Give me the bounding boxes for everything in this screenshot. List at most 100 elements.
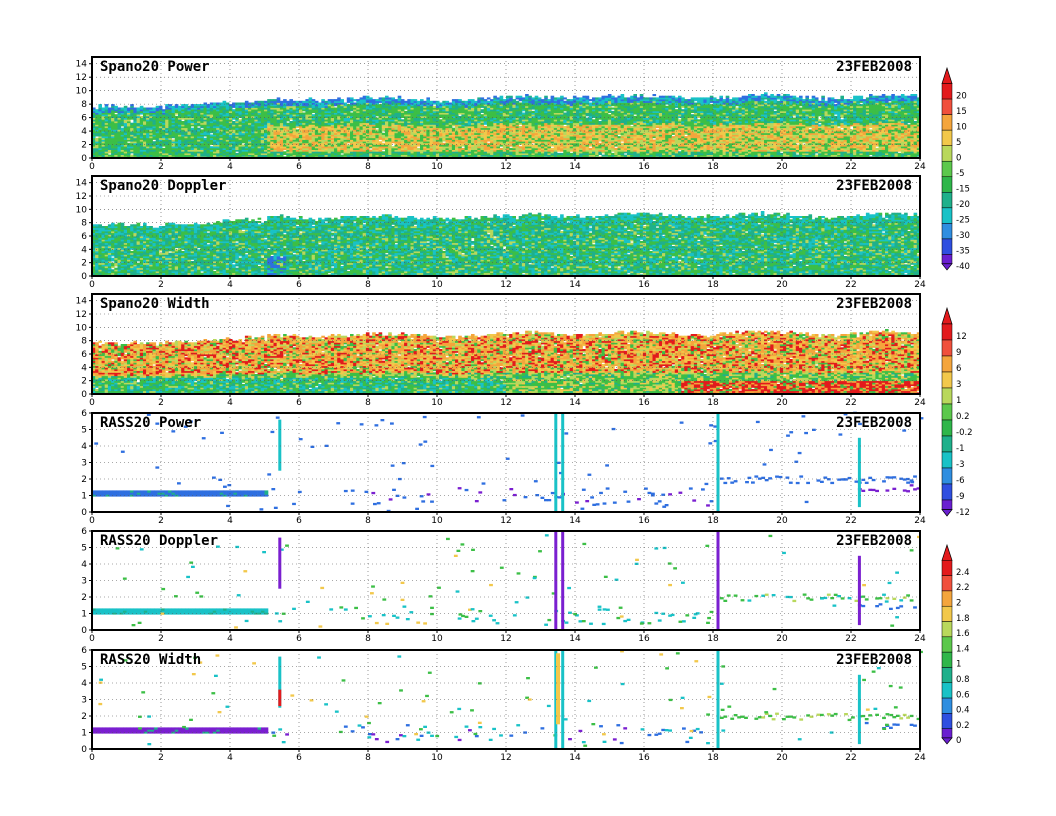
x-tick-label: 16 — [638, 516, 650, 526]
panel-date: 23FEB2008 — [836, 178, 912, 194]
panel-date: 23FEB2008 — [836, 533, 912, 549]
colorbar-segment — [942, 404, 952, 420]
y-tick-label: 14 — [76, 297, 88, 307]
colorbar-label: -0.2 — [956, 428, 973, 438]
colorbar-label: 12 — [956, 332, 967, 342]
colorbar-segment — [942, 223, 952, 239]
x-tick-label: 24 — [914, 398, 926, 408]
x-tick-label: 2 — [158, 753, 164, 763]
colorbar-segment — [942, 192, 952, 208]
y-tick-label: 4 — [81, 363, 87, 373]
x-tick-label: 18 — [707, 753, 719, 763]
colorbar-segment — [942, 99, 952, 115]
colorbar-top-arrow — [942, 68, 952, 84]
x-tick-label: 6 — [296, 398, 302, 408]
colorbar-segment — [942, 130, 952, 146]
colorbar-label: 1.8 — [956, 614, 970, 624]
x-tick-label: 14 — [569, 753, 581, 763]
colorbar-label: 1 — [956, 660, 961, 670]
colorbar-label: 1.6 — [956, 629, 970, 639]
x-tick-label: 10 — [431, 634, 443, 644]
panel-title: Spano20 Doppler — [100, 178, 226, 194]
y-tick-label: 2 — [81, 475, 87, 485]
colorbar-label: 0 — [956, 153, 961, 163]
colorbar-segment — [942, 161, 952, 177]
y-tick-label: 0 — [81, 626, 87, 636]
panel-date: 23FEB2008 — [836, 652, 912, 668]
x-tick-label: 6 — [296, 162, 302, 172]
colorbar-segment — [942, 84, 952, 100]
colorbar-label: 3 — [956, 380, 961, 390]
colorbar-segment — [942, 637, 952, 652]
y-tick-label: 2 — [81, 712, 87, 722]
x-tick-label: 2 — [158, 398, 164, 408]
y-tick-label: 0 — [81, 745, 87, 755]
colorbar-label: 2 — [956, 598, 961, 608]
x-tick-label: 12 — [500, 280, 511, 290]
colorbar-segment — [942, 239, 952, 255]
colorbar-segment — [942, 115, 952, 131]
y-tick-label: 12 — [76, 310, 87, 320]
x-tick-label: 0 — [89, 753, 95, 763]
y-tick-label: 6 — [81, 646, 87, 656]
x-tick-label: 18 — [707, 516, 719, 526]
x-tick-label: 24 — [914, 516, 926, 526]
colorbar-segment — [942, 560, 952, 575]
colorbar-label: 1 — [956, 396, 961, 406]
x-tick-label: 4 — [227, 162, 233, 172]
x-tick-label: 2 — [158, 162, 164, 172]
colorbar-segment — [942, 436, 952, 452]
x-tick-label: 24 — [914, 280, 926, 290]
y-tick-label: 2 — [81, 141, 87, 151]
y-tick-label: 3 — [81, 696, 87, 706]
colorbar-label: -6 — [956, 476, 964, 486]
x-tick-label: 22 — [845, 162, 856, 172]
x-tick-label: 24 — [914, 634, 926, 644]
panel-title: Spano20 Power — [100, 59, 210, 75]
colorbar-segment — [942, 576, 952, 591]
x-tick-label: 12 — [500, 753, 511, 763]
x-tick-label: 0 — [89, 280, 95, 290]
x-tick-label: 24 — [914, 753, 926, 763]
y-tick-label: 10 — [76, 87, 88, 97]
x-tick-label: 12 — [500, 162, 511, 172]
x-tick-label: 16 — [638, 162, 650, 172]
x-tick-label: 10 — [431, 162, 443, 172]
colorbar-segment — [942, 208, 952, 224]
y-tick-label: 0 — [81, 272, 87, 282]
y-tick-label: 8 — [81, 337, 87, 347]
colorbar-cb3: 2.42.221.81.61.410.80.60.40.20 — [942, 545, 970, 746]
y-tick-label: 1 — [81, 492, 87, 502]
x-tick-label: 6 — [296, 753, 302, 763]
x-tick-label: 14 — [569, 162, 581, 172]
colorbar-segment — [942, 606, 952, 621]
x-tick-label: 20 — [776, 162, 788, 172]
y-tick-label: 4 — [81, 679, 87, 689]
y-tick-label: 12 — [76, 73, 87, 83]
y-tick-label: 2 — [81, 377, 87, 387]
x-tick-label: 8 — [365, 398, 371, 408]
panel-date: 23FEB2008 — [836, 296, 912, 312]
x-tick-label: 4 — [227, 398, 233, 408]
x-tick-label: 18 — [707, 162, 719, 172]
panel-title: Spano20 Width — [100, 296, 210, 312]
x-tick-label: 12 — [500, 634, 511, 644]
colorbar-bottom-arrow — [942, 264, 952, 270]
y-tick-label: 5 — [81, 544, 87, 554]
colorbar-segment — [942, 652, 952, 667]
y-tick-label: 2 — [81, 593, 87, 603]
x-tick-label: 4 — [227, 280, 233, 290]
colorbar-bottom-arrow — [942, 510, 952, 516]
y-tick-label: 3 — [81, 577, 87, 587]
colorbar-segment — [942, 667, 952, 682]
colorbar-label: -9 — [956, 492, 964, 502]
colorbar-label: 1.4 — [956, 644, 970, 654]
x-tick-label: 20 — [776, 634, 788, 644]
x-tick-label: 16 — [638, 753, 650, 763]
